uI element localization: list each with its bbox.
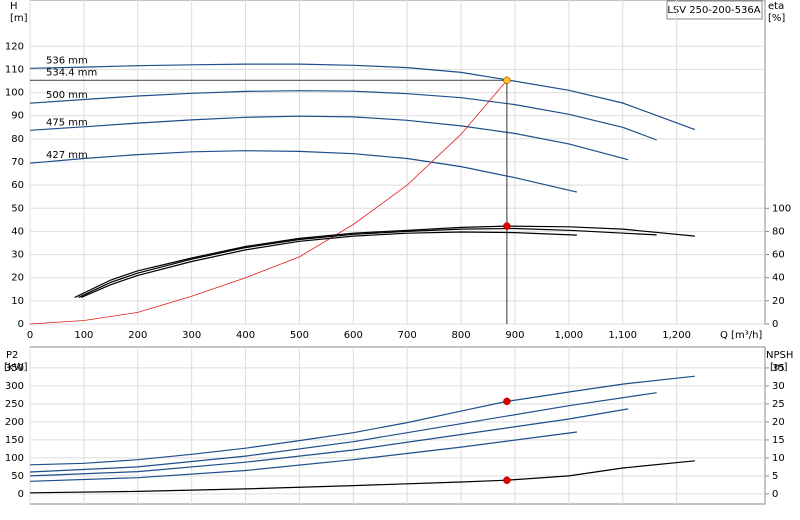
y-tick-label: 30	[11, 250, 24, 261]
y2-tick-label: 5	[772, 471, 778, 482]
y2-tick-label: 15	[772, 435, 785, 446]
y-axis-label: H	[10, 1, 18, 12]
x-tick-label: 0	[27, 330, 33, 341]
curve	[29, 63, 696, 131]
legend-box	[666, 0, 763, 20]
y2-tick-label: 60	[772, 250, 785, 261]
x-tick-label: 300	[182, 330, 201, 341]
y2-tick-label: 10	[772, 453, 785, 464]
y2-tick-label: 35	[772, 363, 785, 374]
y-tick-label: 100	[5, 453, 24, 464]
curve	[29, 392, 657, 473]
curve	[29, 431, 577, 482]
y-axis-unit: [m]	[10, 13, 28, 24]
y-tick-label: 70	[11, 157, 24, 168]
curve-label: 427 mm	[46, 150, 88, 161]
x-tick-label: 1,200	[662, 330, 691, 341]
y-tick-label: 110	[5, 64, 24, 75]
y-tick-label: 0	[18, 319, 24, 330]
y2-axis-label: eta	[768, 1, 784, 12]
y2-tick-label: 20	[772, 417, 785, 428]
curve	[29, 150, 578, 193]
curve	[74, 225, 695, 298]
y-tick-label: 100	[5, 88, 24, 99]
y-tick-label: 0	[18, 489, 24, 500]
curve	[29, 90, 657, 141]
curve-label: 536 mm	[46, 55, 88, 66]
curve	[29, 80, 508, 325]
y-tick-label: 20	[11, 273, 24, 284]
y-tick-label: 50	[11, 203, 24, 214]
curve	[29, 375, 695, 466]
curve	[78, 227, 657, 298]
duty-point	[503, 222, 511, 230]
y-tick-label: 300	[5, 381, 24, 392]
y-axis-label: P2	[6, 350, 18, 361]
y2-tick-label: 20	[772, 296, 785, 307]
curve	[80, 231, 577, 298]
y-tick-label: 10	[11, 296, 24, 307]
x-tick-label: 200	[128, 330, 147, 341]
y2-tick-label: 80	[772, 226, 785, 237]
chart-title: LSV 250-200-536A	[667, 5, 760, 16]
y2-tick-label: 100	[772, 203, 791, 214]
y2-axis-label: NPSH	[766, 350, 793, 361]
y-tick-label: 150	[5, 435, 24, 446]
duty-point	[503, 397, 511, 406]
duty-point	[503, 476, 511, 484]
y-tick-label: 40	[11, 226, 24, 237]
x-tick-label: 900	[505, 330, 524, 341]
y2-tick-label: 0	[772, 319, 778, 330]
duty-point	[503, 76, 511, 85]
x-tick-label: 600	[344, 330, 363, 341]
curve-label: 475 mm	[46, 117, 88, 128]
y-tick-label: 80	[11, 134, 24, 145]
y2-axis-unit: [m]	[770, 362, 788, 373]
y2-tick-label: 0	[772, 489, 778, 500]
curve	[29, 460, 695, 494]
curve	[29, 115, 629, 161]
y-tick-label: 60	[11, 180, 24, 191]
y-tick-label: 250	[5, 399, 24, 410]
curve-label: 534.4 mm	[46, 67, 97, 78]
y2-tick-label: 30	[772, 381, 785, 392]
plot-frame	[29, 346, 766, 505]
y2-axis-unit: [%]	[768, 13, 785, 24]
x-tick-label: 800	[452, 330, 471, 341]
x-axis-label: Q [m³/h]	[720, 330, 762, 341]
y-tick-label: 350	[5, 363, 24, 374]
x-tick-label: 100	[74, 330, 93, 341]
y-tick-label: 90	[11, 111, 24, 122]
x-tick-label: 400	[236, 330, 255, 341]
y2-tick-label: 25	[772, 399, 785, 410]
x-tick-label: 1,100	[608, 330, 637, 341]
y-axis-unit: [kW]	[4, 362, 28, 373]
x-tick-label: 500	[290, 330, 309, 341]
curve-label: 500 mm	[46, 90, 88, 101]
y2-tick-label: 40	[772, 273, 785, 284]
curve	[29, 408, 629, 477]
x-tick-label: 1,000	[555, 330, 584, 341]
y-tick-label: 200	[5, 417, 24, 428]
y-tick-label: 120	[5, 41, 24, 52]
y-tick-label: 50	[11, 471, 24, 482]
x-tick-label: 700	[398, 330, 417, 341]
